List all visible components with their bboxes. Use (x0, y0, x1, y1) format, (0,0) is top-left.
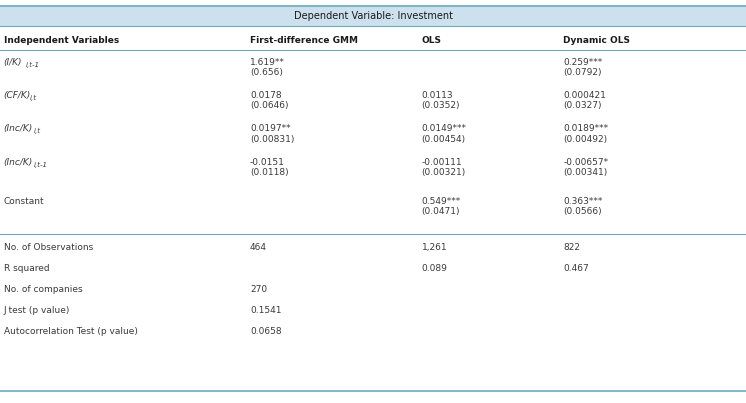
Text: J test (p value): J test (p value) (4, 306, 70, 315)
Text: 0.363***: 0.363*** (563, 197, 603, 206)
Text: 0.0149***: 0.0149*** (421, 125, 466, 133)
Text: 1.619**: 1.619** (250, 58, 285, 67)
Text: 0.0197**: 0.0197** (250, 125, 290, 133)
Text: No. of Observations: No. of Observations (4, 243, 93, 252)
Bar (0, 6, 746, 26)
Text: -0.00657*: -0.00657* (563, 158, 608, 167)
Text: 0.0658: 0.0658 (250, 327, 281, 336)
Text: (I/K): (I/K) (4, 58, 22, 67)
Text: 1,261: 1,261 (421, 243, 447, 252)
Text: 0.467: 0.467 (563, 264, 589, 273)
Text: i,t-1: i,t-1 (25, 62, 40, 68)
Text: (Inc/K): (Inc/K) (4, 125, 33, 133)
Text: (0.656): (0.656) (250, 68, 283, 77)
Text: (Inc/K): (Inc/K) (4, 158, 33, 167)
Text: 270: 270 (250, 285, 267, 294)
Text: 822: 822 (563, 243, 580, 252)
Text: -0.0151: -0.0151 (250, 158, 285, 167)
Text: (CF/K): (CF/K) (4, 91, 31, 100)
Text: -0.00111: -0.00111 (421, 158, 462, 167)
Text: (0.0352): (0.0352) (421, 102, 460, 110)
Text: 0.000421: 0.000421 (563, 91, 606, 100)
Text: 0.0178: 0.0178 (250, 91, 281, 100)
Text: i,t: i,t (30, 95, 37, 102)
Text: Constant: Constant (4, 197, 44, 206)
Text: 464: 464 (250, 243, 267, 252)
Text: 0.1541: 0.1541 (250, 306, 281, 315)
Text: (0.00492): (0.00492) (563, 135, 607, 143)
Text: i,t: i,t (34, 128, 41, 135)
Text: OLS: OLS (421, 36, 442, 45)
Text: (0.0471): (0.0471) (421, 207, 460, 216)
Text: (0.00454): (0.00454) (421, 135, 466, 143)
Text: (0.0566): (0.0566) (563, 207, 602, 216)
Text: R squared: R squared (4, 264, 49, 273)
Text: i,t-1: i,t-1 (34, 162, 48, 168)
Text: (0.00831): (0.00831) (250, 135, 294, 143)
Text: 0.259***: 0.259*** (563, 58, 603, 67)
Text: (0.00341): (0.00341) (563, 168, 607, 177)
Text: (0.0118): (0.0118) (250, 168, 289, 177)
Text: 0.089: 0.089 (421, 264, 448, 273)
Text: Dependent Variable: Investment: Dependent Variable: Investment (293, 11, 453, 21)
Text: 0.549***: 0.549*** (421, 197, 461, 206)
Text: 0.0189***: 0.0189*** (563, 125, 608, 133)
Text: (0.0327): (0.0327) (563, 102, 602, 110)
Text: 0.0113: 0.0113 (421, 91, 453, 100)
Text: Independent Variables: Independent Variables (4, 36, 119, 45)
Text: (0.0646): (0.0646) (250, 102, 289, 110)
Text: First-difference GMM: First-difference GMM (250, 36, 358, 45)
Text: (0.0792): (0.0792) (563, 68, 602, 77)
Text: (0.00321): (0.00321) (421, 168, 466, 177)
Text: Dynamic OLS: Dynamic OLS (563, 36, 630, 45)
Text: No. of companies: No. of companies (4, 285, 82, 294)
Text: Autocorrelation Test (p value): Autocorrelation Test (p value) (4, 327, 137, 336)
